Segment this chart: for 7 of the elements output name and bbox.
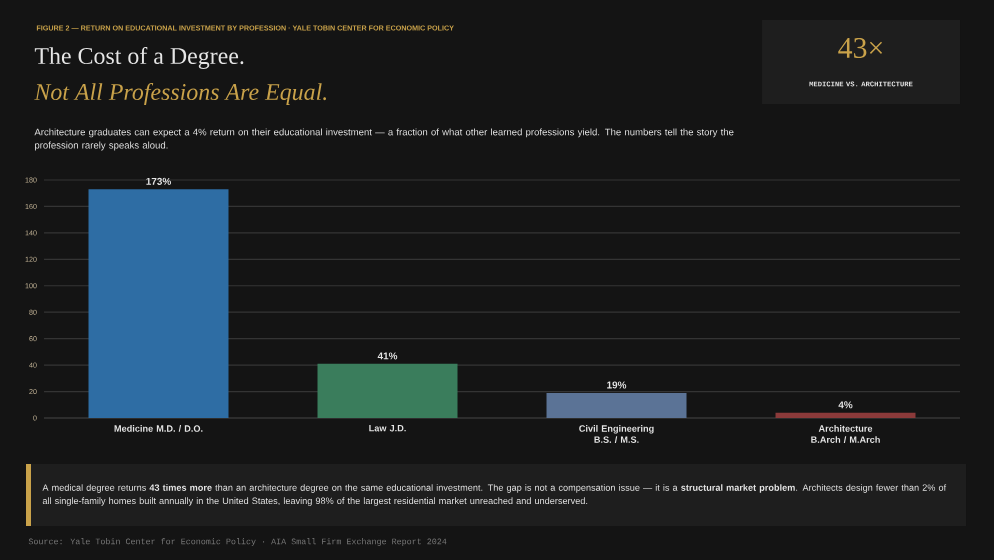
chart-title: The Cost of a Degree.	[34, 46, 244, 69]
text: 43×	[838, 37, 883, 59]
chart-subtitle: Not All Professions Are Equal.	[34, 83, 327, 105]
bar	[317, 363, 458, 418]
bar	[88, 189, 229, 418]
bar	[775, 412, 916, 418]
bar	[546, 392, 687, 418]
